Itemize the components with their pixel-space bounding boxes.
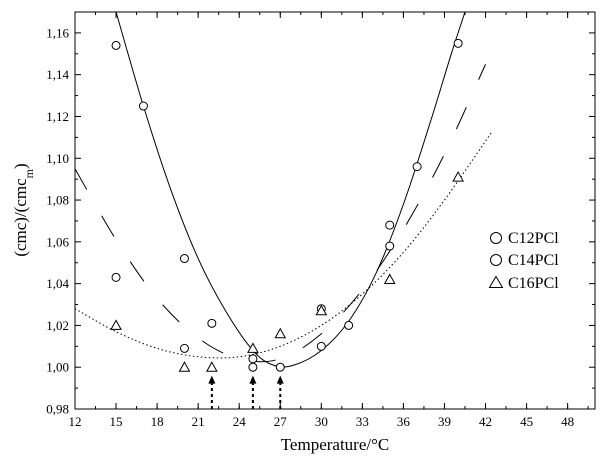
legend-marker-c12pcl [490, 232, 502, 244]
y-tick-label: 1,00 [46, 360, 69, 375]
x-tick-label: 24 [233, 414, 247, 429]
arrow-head [208, 375, 216, 384]
arrow-head [276, 375, 284, 384]
point-c12pcl [316, 341, 326, 351]
x-tick-label: 21 [192, 414, 205, 429]
y-tick-label: 1,08 [46, 193, 69, 208]
x-tick-label: 15 [110, 414, 123, 429]
point-c12pcl [344, 320, 354, 330]
plot-frame [74, 11, 596, 410]
x-tick-label: 36 [397, 414, 411, 429]
x-axis-title: Temperature/°C [281, 435, 390, 454]
point-c12pcl [385, 220, 395, 230]
y-tick-label: 1,10 [46, 151, 69, 166]
data-markers [110, 38, 465, 372]
x-tick-label: 45 [520, 414, 533, 429]
x-tick-label: 33 [356, 414, 369, 429]
point-c16pcl [110, 319, 122, 330]
y-tick-label: 0,98 [46, 402, 69, 417]
y-axis-ticks: 0,98 1,00 1,02 1,04 1,06 1,08 1,10 1,12 1,14 1,16 [46, 25, 595, 417]
point-c12pcl [412, 162, 422, 172]
point-c16pcl [247, 342, 259, 353]
point-c16pcl [315, 304, 328, 316]
fit-line-c14pcl [75, 64, 486, 363]
legend: C12PCl C14PCl C16PCl [488, 230, 559, 292]
arrow-head [249, 375, 257, 384]
x-tick-label: 30 [315, 414, 328, 429]
point-c16pcl [274, 327, 287, 339]
legend-label-c14pcl: C14PCl [508, 252, 559, 269]
x-tick-label: 18 [151, 414, 164, 429]
point-c14pcl [111, 272, 121, 282]
y-tick-label: 1,14 [46, 67, 69, 82]
point-c16pcl [452, 171, 465, 182]
point-c12pcl [111, 40, 121, 50]
y-tick-label: 1,16 [46, 25, 69, 40]
legend-label-c12pcl: C12PCl [508, 230, 559, 247]
point-c12pcl [138, 101, 148, 111]
point-c16pcl [178, 361, 191, 372]
point-c12pcl [207, 318, 217, 328]
point-c14pcl [179, 343, 189, 353]
legend-marker-c16pcl [488, 275, 504, 288]
fit-curves [75, 12, 493, 368]
x-tick-label: 12 [69, 414, 82, 429]
fit-line-c12pcl [115, 12, 466, 368]
point-c14pcl [248, 354, 258, 364]
point-c12pcl [453, 38, 463, 48]
temperature-arrows [208, 375, 284, 409]
point-c12pcl [275, 362, 285, 372]
y-tick-label: 1,12 [46, 109, 69, 124]
y-tick-label: 1,04 [46, 276, 69, 291]
x-axis-ticks: 12 15 18 21 24 27 30 33 36 39 42 45 48 [69, 12, 589, 429]
fit-line-c16pcl [75, 130, 493, 359]
y-tick-label: 1,06 [46, 234, 69, 249]
y-tick-label: 1,02 [46, 318, 69, 333]
point-c12pcl [179, 254, 189, 264]
point-c14pcl [385, 241, 395, 251]
x-tick-label: 42 [479, 414, 492, 429]
legend-marker-c14pcl [490, 254, 502, 266]
legend-label-c16pcl: C16PCl [508, 275, 559, 292]
x-tick-label: 27 [274, 414, 288, 429]
point-c12pcl [248, 362, 258, 372]
point-c16pcl [205, 361, 218, 372]
x-tick-label: 48 [561, 414, 574, 429]
point-c16pcl [383, 273, 396, 284]
y-axis-title: (cmc)/(cmcm) [11, 163, 36, 256]
x-tick-label: 39 [438, 414, 451, 429]
